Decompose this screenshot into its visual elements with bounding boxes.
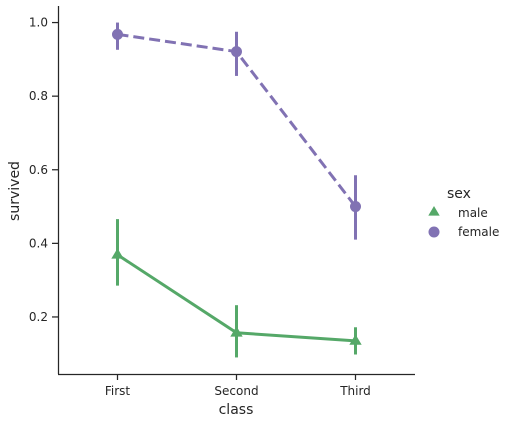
- y-tick-label: 0.6: [29, 163, 48, 177]
- y-tick-label: 0.4: [29, 236, 48, 250]
- y-tick-label: 0.2: [29, 310, 48, 324]
- data-point-male: [111, 248, 124, 259]
- legend-marker-male: [428, 206, 440, 216]
- legend-label-male: male: [458, 206, 488, 220]
- data-point-female: [112, 28, 123, 40]
- x-tick-label: Second: [214, 384, 258, 398]
- axis-ticks: 0.2 0.4 0.6 0.8 1.0 First Second Third: [29, 16, 371, 398]
- y-tick-label: 0.8: [29, 89, 48, 103]
- series-female: [112, 22, 361, 240]
- data-point-male: [230, 326, 243, 337]
- y-tick-label: 1.0: [29, 16, 48, 30]
- series-male: [111, 219, 362, 358]
- data-point-female: [231, 46, 242, 58]
- legend: sex male female: [428, 186, 499, 239]
- legend-label-female: female: [458, 225, 499, 239]
- legend-title: sex: [447, 186, 471, 202]
- data-point-female: [350, 201, 361, 213]
- x-tick-label: First: [105, 384, 131, 398]
- data-point-male: [349, 334, 362, 345]
- legend-marker-female: [428, 226, 440, 238]
- y-axis-label: survived: [7, 161, 23, 221]
- series-layer: [111, 22, 362, 358]
- x-tick-label: Third: [339, 384, 371, 398]
- x-axis-label: class: [219, 402, 254, 418]
